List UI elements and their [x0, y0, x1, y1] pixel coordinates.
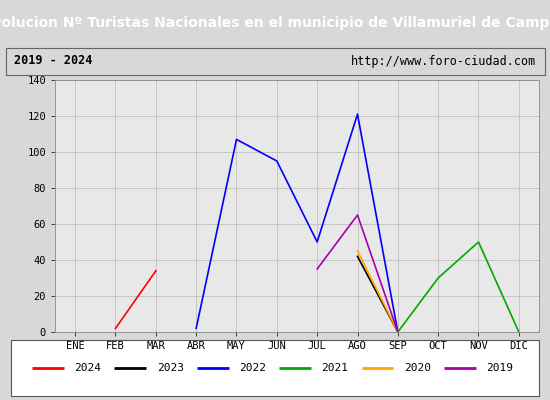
2021 [394, 330, 401, 334]
2022 [354, 112, 361, 117]
2021 [435, 276, 442, 280]
Text: 2020: 2020 [404, 363, 431, 373]
FancyBboxPatch shape [6, 48, 544, 74]
Text: 2019 - 2024: 2019 - 2024 [14, 54, 92, 68]
2019 [354, 213, 361, 218]
2022 [314, 240, 321, 244]
Line: 2022: 2022 [196, 114, 398, 332]
Line: 2023: 2023 [358, 256, 398, 332]
2019 [394, 330, 401, 334]
2022 [394, 330, 401, 334]
Text: 2019: 2019 [486, 363, 513, 373]
Line: 2024: 2024 [116, 271, 156, 328]
2022 [233, 137, 240, 142]
2019 [314, 266, 321, 271]
Text: 2021: 2021 [321, 363, 349, 373]
2022 [273, 158, 280, 163]
Text: http://www.foro-ciudad.com: http://www.foro-ciudad.com [351, 54, 536, 68]
Text: 2023: 2023 [157, 363, 184, 373]
Line: 2021: 2021 [398, 242, 519, 332]
2024 [152, 268, 159, 273]
Text: 2024: 2024 [74, 363, 101, 373]
2023 [394, 330, 401, 334]
Text: 2022: 2022 [239, 363, 266, 373]
2020 [394, 330, 401, 334]
Line: 2020: 2020 [358, 251, 398, 332]
Line: 2019: 2019 [317, 215, 398, 332]
2021 [515, 330, 522, 334]
2020 [354, 248, 361, 254]
2023 [354, 254, 361, 259]
2022 [193, 326, 200, 331]
2021 [475, 240, 482, 244]
Text: Evolucion Nº Turistas Nacionales en el municipio de Villamuriel de Campos: Evolucion Nº Turistas Nacionales en el m… [0, 16, 550, 30]
2024 [112, 326, 119, 331]
FancyBboxPatch shape [11, 340, 539, 396]
